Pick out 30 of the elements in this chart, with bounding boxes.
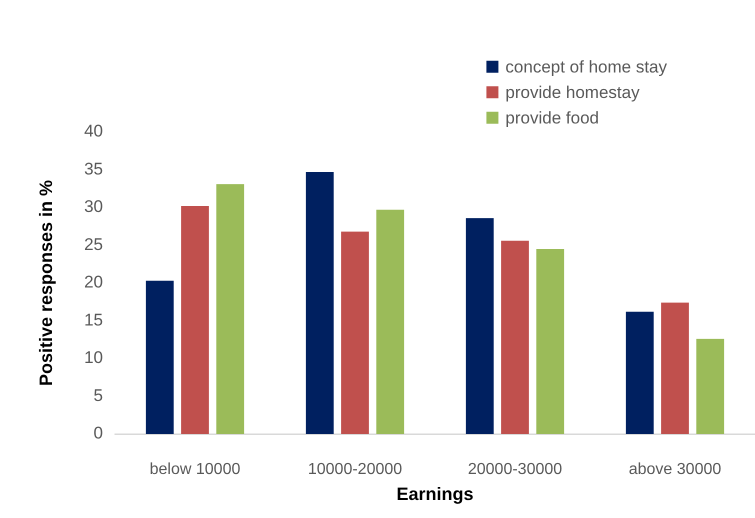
legend-label: concept of home stay [505, 57, 668, 76]
y-tick-label: 0 [94, 424, 103, 443]
legend-label: provide food [505, 108, 599, 128]
bar [341, 232, 369, 434]
bar [536, 249, 564, 434]
bar [466, 218, 494, 434]
x-tick-label: 10000-20000 [308, 461, 402, 478]
bar [501, 240, 529, 434]
bar [146, 280, 174, 434]
y-tick-label: 5 [94, 386, 103, 405]
y-tick-label: 40 [84, 122, 103, 141]
y-tick-label: 25 [84, 234, 103, 254]
bar [661, 302, 689, 434]
y-tick-label: 15 [84, 310, 103, 330]
y-tick-label: 30 [84, 197, 103, 216]
bar [696, 338, 724, 434]
bar [306, 172, 334, 434]
bar [626, 312, 654, 434]
x-tick-label: above 30000 [628, 461, 722, 478]
bar [181, 206, 209, 434]
x-tick-label: 20000-30000 [468, 461, 562, 478]
y-axis-title: Positive responses in % [36, 180, 56, 386]
bar [376, 210, 404, 434]
y-tick-label: 10 [84, 348, 103, 368]
bar [216, 184, 244, 434]
x-axis-title: Earnings [396, 484, 474, 504]
y-tick-label: 20 [84, 272, 103, 292]
x-tick-label: below 10000 [150, 461, 240, 478]
y-tick-label: 35 [84, 159, 103, 178]
legend-label: provide homestay [505, 82, 640, 102]
